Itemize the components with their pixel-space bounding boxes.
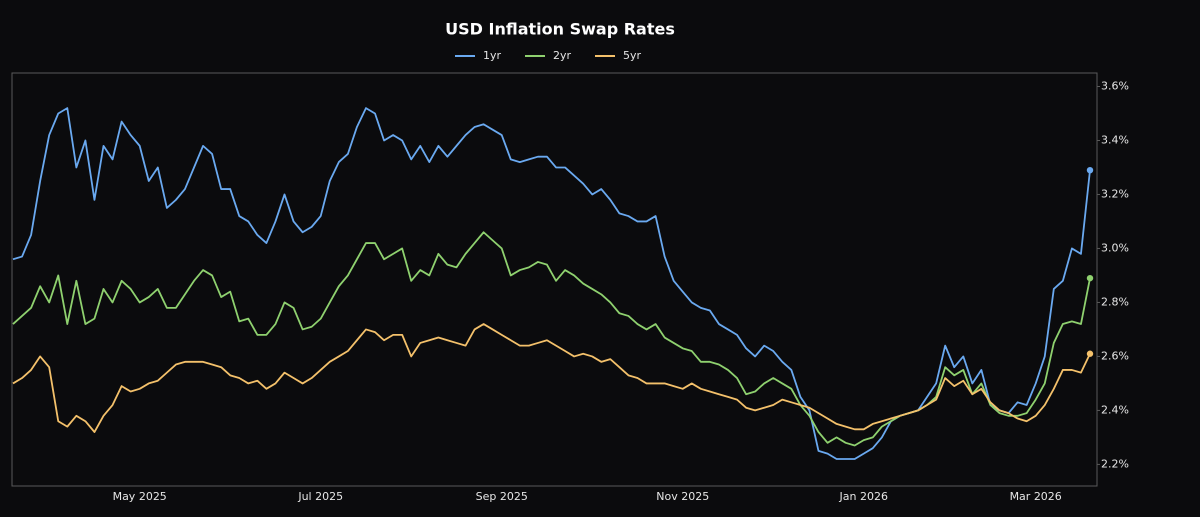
end-point	[1086, 350, 1094, 357]
end-point	[1086, 166, 1094, 174]
y-tick-label: 3.4%	[1101, 133, 1129, 146]
y-tick-label: 2.6%	[1101, 349, 1129, 362]
x-tick-label: May 2025	[113, 490, 167, 503]
y-tick-label: 2.4%	[1101, 403, 1129, 416]
y-tick-label: 2.2%	[1101, 457, 1129, 470]
y-tick-label: 3.6%	[1101, 79, 1129, 92]
x-tick-label: Sep 2025	[476, 490, 528, 503]
y-tick-label: 3.2%	[1101, 187, 1129, 200]
x-tick-label: Jan 2026	[839, 490, 888, 503]
y-tick-label: 3.0%	[1101, 241, 1129, 254]
chart-title: USD Inflation Swap Rates	[445, 20, 675, 39]
y-tick-label: 2.8%	[1101, 295, 1129, 308]
plot-frame	[11, 72, 1098, 487]
legend-label: 1yr	[483, 49, 502, 62]
x-tick-label: Mar 2026	[1010, 490, 1062, 503]
series-line	[12, 323, 1091, 433]
x-tick-label: Jul 2025	[297, 490, 343, 503]
x-tick-label: Nov 2025	[656, 490, 709, 503]
legend-label: 2yr	[553, 49, 572, 62]
end-point	[1086, 274, 1094, 282]
legend-label: 5yr	[623, 49, 642, 62]
